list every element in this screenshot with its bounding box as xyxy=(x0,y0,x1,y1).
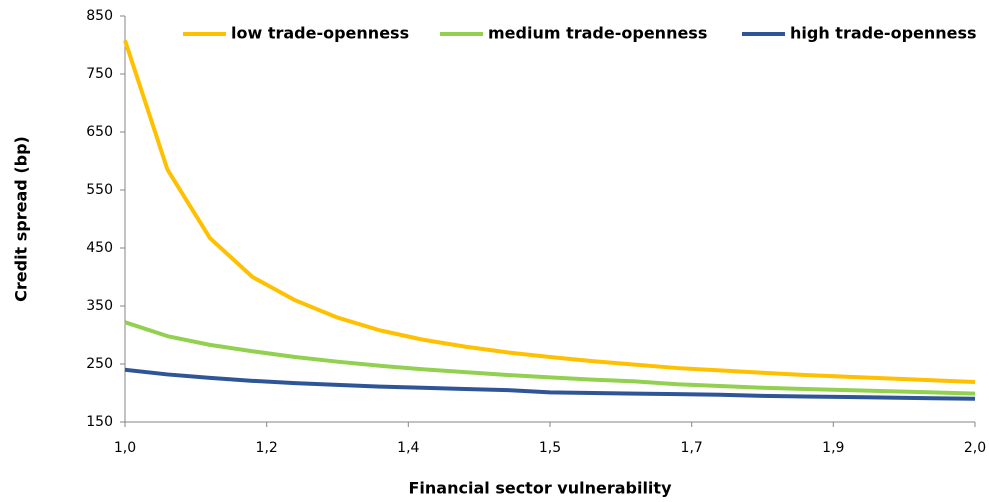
data-line xyxy=(124,367,976,401)
legend-label: low trade-openness xyxy=(231,24,409,43)
y-tick-label: 850 xyxy=(86,8,113,24)
x-tick-label: 1,5 xyxy=(539,440,561,456)
legend-label: medium trade-openness xyxy=(488,24,707,43)
y-tick-label: 450 xyxy=(86,240,113,256)
legend-label: high trade-openness xyxy=(790,24,977,43)
y-tick-label: 150 xyxy=(86,414,113,430)
x-tick-label: 1,9 xyxy=(822,440,844,456)
data-line xyxy=(123,39,976,384)
x-tick-label: 1,7 xyxy=(681,440,703,456)
data-line xyxy=(124,320,976,396)
x-tick-label: 1,2 xyxy=(256,440,278,456)
y-tick-label: 550 xyxy=(86,182,113,198)
x-tick-label: 1,0 xyxy=(114,440,136,456)
y-tick-label: 750 xyxy=(86,66,113,82)
y-tick-label: 250 xyxy=(86,356,113,372)
x-tick-label: 2,0 xyxy=(964,440,986,456)
y-axis-label: Credit spread (bp) xyxy=(12,136,31,302)
y-tick-label: 650 xyxy=(86,124,113,140)
y-tick-label: 350 xyxy=(86,298,113,314)
x-tick-label: 1,4 xyxy=(397,440,419,456)
x-axis-label: Financial sector vulnerability xyxy=(409,479,673,498)
